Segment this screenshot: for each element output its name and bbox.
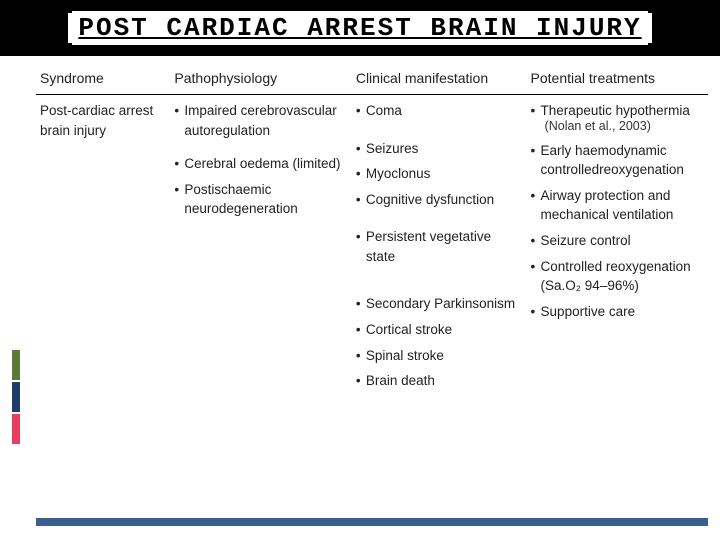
th-syndrome: Syndrome [36, 64, 170, 95]
list-item: Impaired cerebrovascular autoregulation [174, 101, 345, 140]
page-title: POST CARDIAC ARREST BRAIN INJURY [72, 11, 647, 45]
list-item: Secondary Parkinsonism [356, 294, 521, 314]
table-header-row: Syndrome Pathophysiology Clinical manife… [36, 64, 708, 95]
th-pathophysiology: Pathophysiology [170, 64, 351, 95]
list-item: Cognitive dysfunction [356, 190, 521, 210]
pathophysiology-list: Impaired cerebrovascular autoregulation … [174, 101, 345, 219]
accent-bars [12, 350, 20, 444]
cell-treatments: Therapeutic hypothermia (Nolan et al., 2… [527, 95, 708, 397]
treatments-list-cont: Early haemodynamic controlledreoxygenati… [531, 141, 702, 322]
list-item: Postischaemic neurodegeneration [174, 180, 345, 219]
title-bar: POST CARDIAC ARREST BRAIN INJURY [0, 0, 720, 56]
cell-syndrome: Post-cardiac arrest brain injury [36, 95, 170, 397]
table-row: Post-cardiac arrest brain injury Impaire… [36, 95, 708, 397]
cell-clinical: Coma Seizures Myoclonus Cognitive dysfun… [352, 95, 527, 397]
title-wrapper: POST CARDIAC ARREST BRAIN INJURY [68, 13, 651, 43]
list-item: Controlled reoxygenation (Sa.O₂ 94–96%) [531, 257, 702, 296]
list-item: Seizure control [531, 231, 702, 251]
list-item: Brain death [356, 371, 521, 391]
list-item: Coma [356, 101, 521, 121]
list-item: Myoclonus [356, 164, 521, 184]
th-treatments: Potential treatments [527, 64, 708, 95]
accent-bar-1 [12, 350, 20, 380]
list-item: Seizures [356, 139, 521, 159]
th-clinical: Clinical manifestation [352, 64, 527, 95]
list-item: Airway protection and mechanical ventila… [531, 186, 702, 225]
list-item: Supportive care [531, 302, 702, 322]
clinical-list: Coma Seizures Myoclonus Cognitive dysfun… [356, 101, 521, 391]
list-item: Therapeutic hypothermia [531, 101, 702, 121]
injury-table: Syndrome Pathophysiology Clinical manife… [36, 64, 708, 397]
list-item: Persistent vegetative state [356, 227, 521, 266]
list-item: Cerebral oedema (limited) [174, 154, 345, 174]
list-item: Cortical stroke [356, 320, 521, 340]
treatments-list: Therapeutic hypothermia [531, 101, 702, 121]
list-item: Early haemodynamic controlledreoxygenati… [531, 141, 702, 180]
bottom-bar [36, 518, 708, 526]
accent-bar-3 [12, 414, 20, 444]
list-item: Spinal stroke [356, 346, 521, 366]
table-area: Syndrome Pathophysiology Clinical manife… [0, 56, 720, 397]
cell-pathophysiology: Impaired cerebrovascular autoregulation … [170, 95, 351, 397]
accent-bar-2 [12, 382, 20, 412]
